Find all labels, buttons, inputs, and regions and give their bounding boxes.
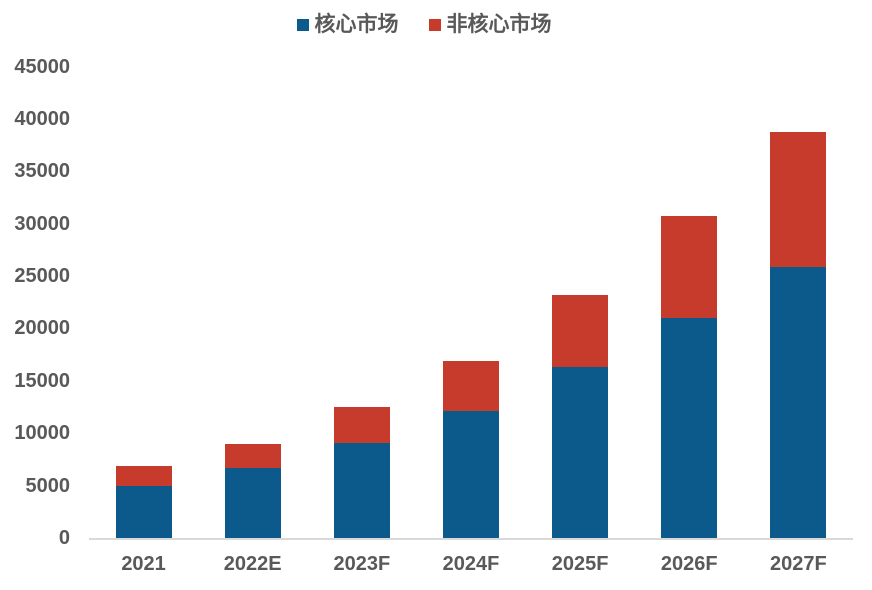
bar-2022E-noncore-segment xyxy=(225,444,281,468)
chart-legend: 核心市场 非核心市场 xyxy=(0,14,848,35)
bar-2025F-core-segment xyxy=(552,367,608,538)
bar-2021-core-segment xyxy=(116,486,172,538)
y-tick-label: 5000 xyxy=(25,474,71,497)
y-tick-label: 45000 xyxy=(14,55,70,78)
x-tick-label-2026F: 2026F xyxy=(660,553,718,575)
bar-2026F-noncore-segment xyxy=(661,216,717,318)
x-tick-label-2027F: 2027F xyxy=(770,553,827,575)
y-tick-label: 20000 xyxy=(14,317,70,340)
legend-label: 非核心市场 xyxy=(446,13,552,36)
bar-2021-noncore-segment xyxy=(116,466,172,486)
bar-2023F-core-segment xyxy=(334,443,390,538)
y-tick-label: 10000 xyxy=(14,422,70,445)
bar-2027F-core-segment xyxy=(770,267,826,538)
y-tick-label: 35000 xyxy=(14,160,70,183)
x-tick-label-2023F: 2023F xyxy=(333,553,391,575)
x-tick-label-2024F: 2024F xyxy=(442,553,500,575)
y-tick-label: 40000 xyxy=(14,107,70,130)
bar-2024F-noncore-segment xyxy=(443,361,499,411)
bar-2023F-noncore-segment xyxy=(334,407,390,443)
y-tick-label: 25000 xyxy=(14,265,70,288)
legend-item-core-market: 核心市场 xyxy=(296,13,399,36)
y-tick-label: 15000 xyxy=(14,369,70,392)
bar-2024F-core-segment xyxy=(443,411,499,538)
x-axis-line xyxy=(89,538,853,540)
x-tick-label-2025F: 2025F xyxy=(551,553,609,575)
y-tick-label: 30000 xyxy=(14,212,70,235)
bar-2022E-core-segment xyxy=(225,468,281,538)
legend-label: 核心市场 xyxy=(314,13,399,36)
noncore-market-swatch-icon xyxy=(428,18,441,31)
y-tick-label: 0 xyxy=(58,527,70,549)
x-tick-label-2021: 2021 xyxy=(121,553,166,575)
bar-2027F-noncore-segment xyxy=(770,132,826,267)
bar-2025F-noncore-segment xyxy=(552,295,608,367)
legend-item-noncore-market: 非核心市场 xyxy=(428,13,552,36)
bar-2026F-core-segment xyxy=(661,318,717,538)
core-market-swatch-icon xyxy=(296,18,309,31)
x-tick-label-2022E: 2022E xyxy=(223,553,282,575)
